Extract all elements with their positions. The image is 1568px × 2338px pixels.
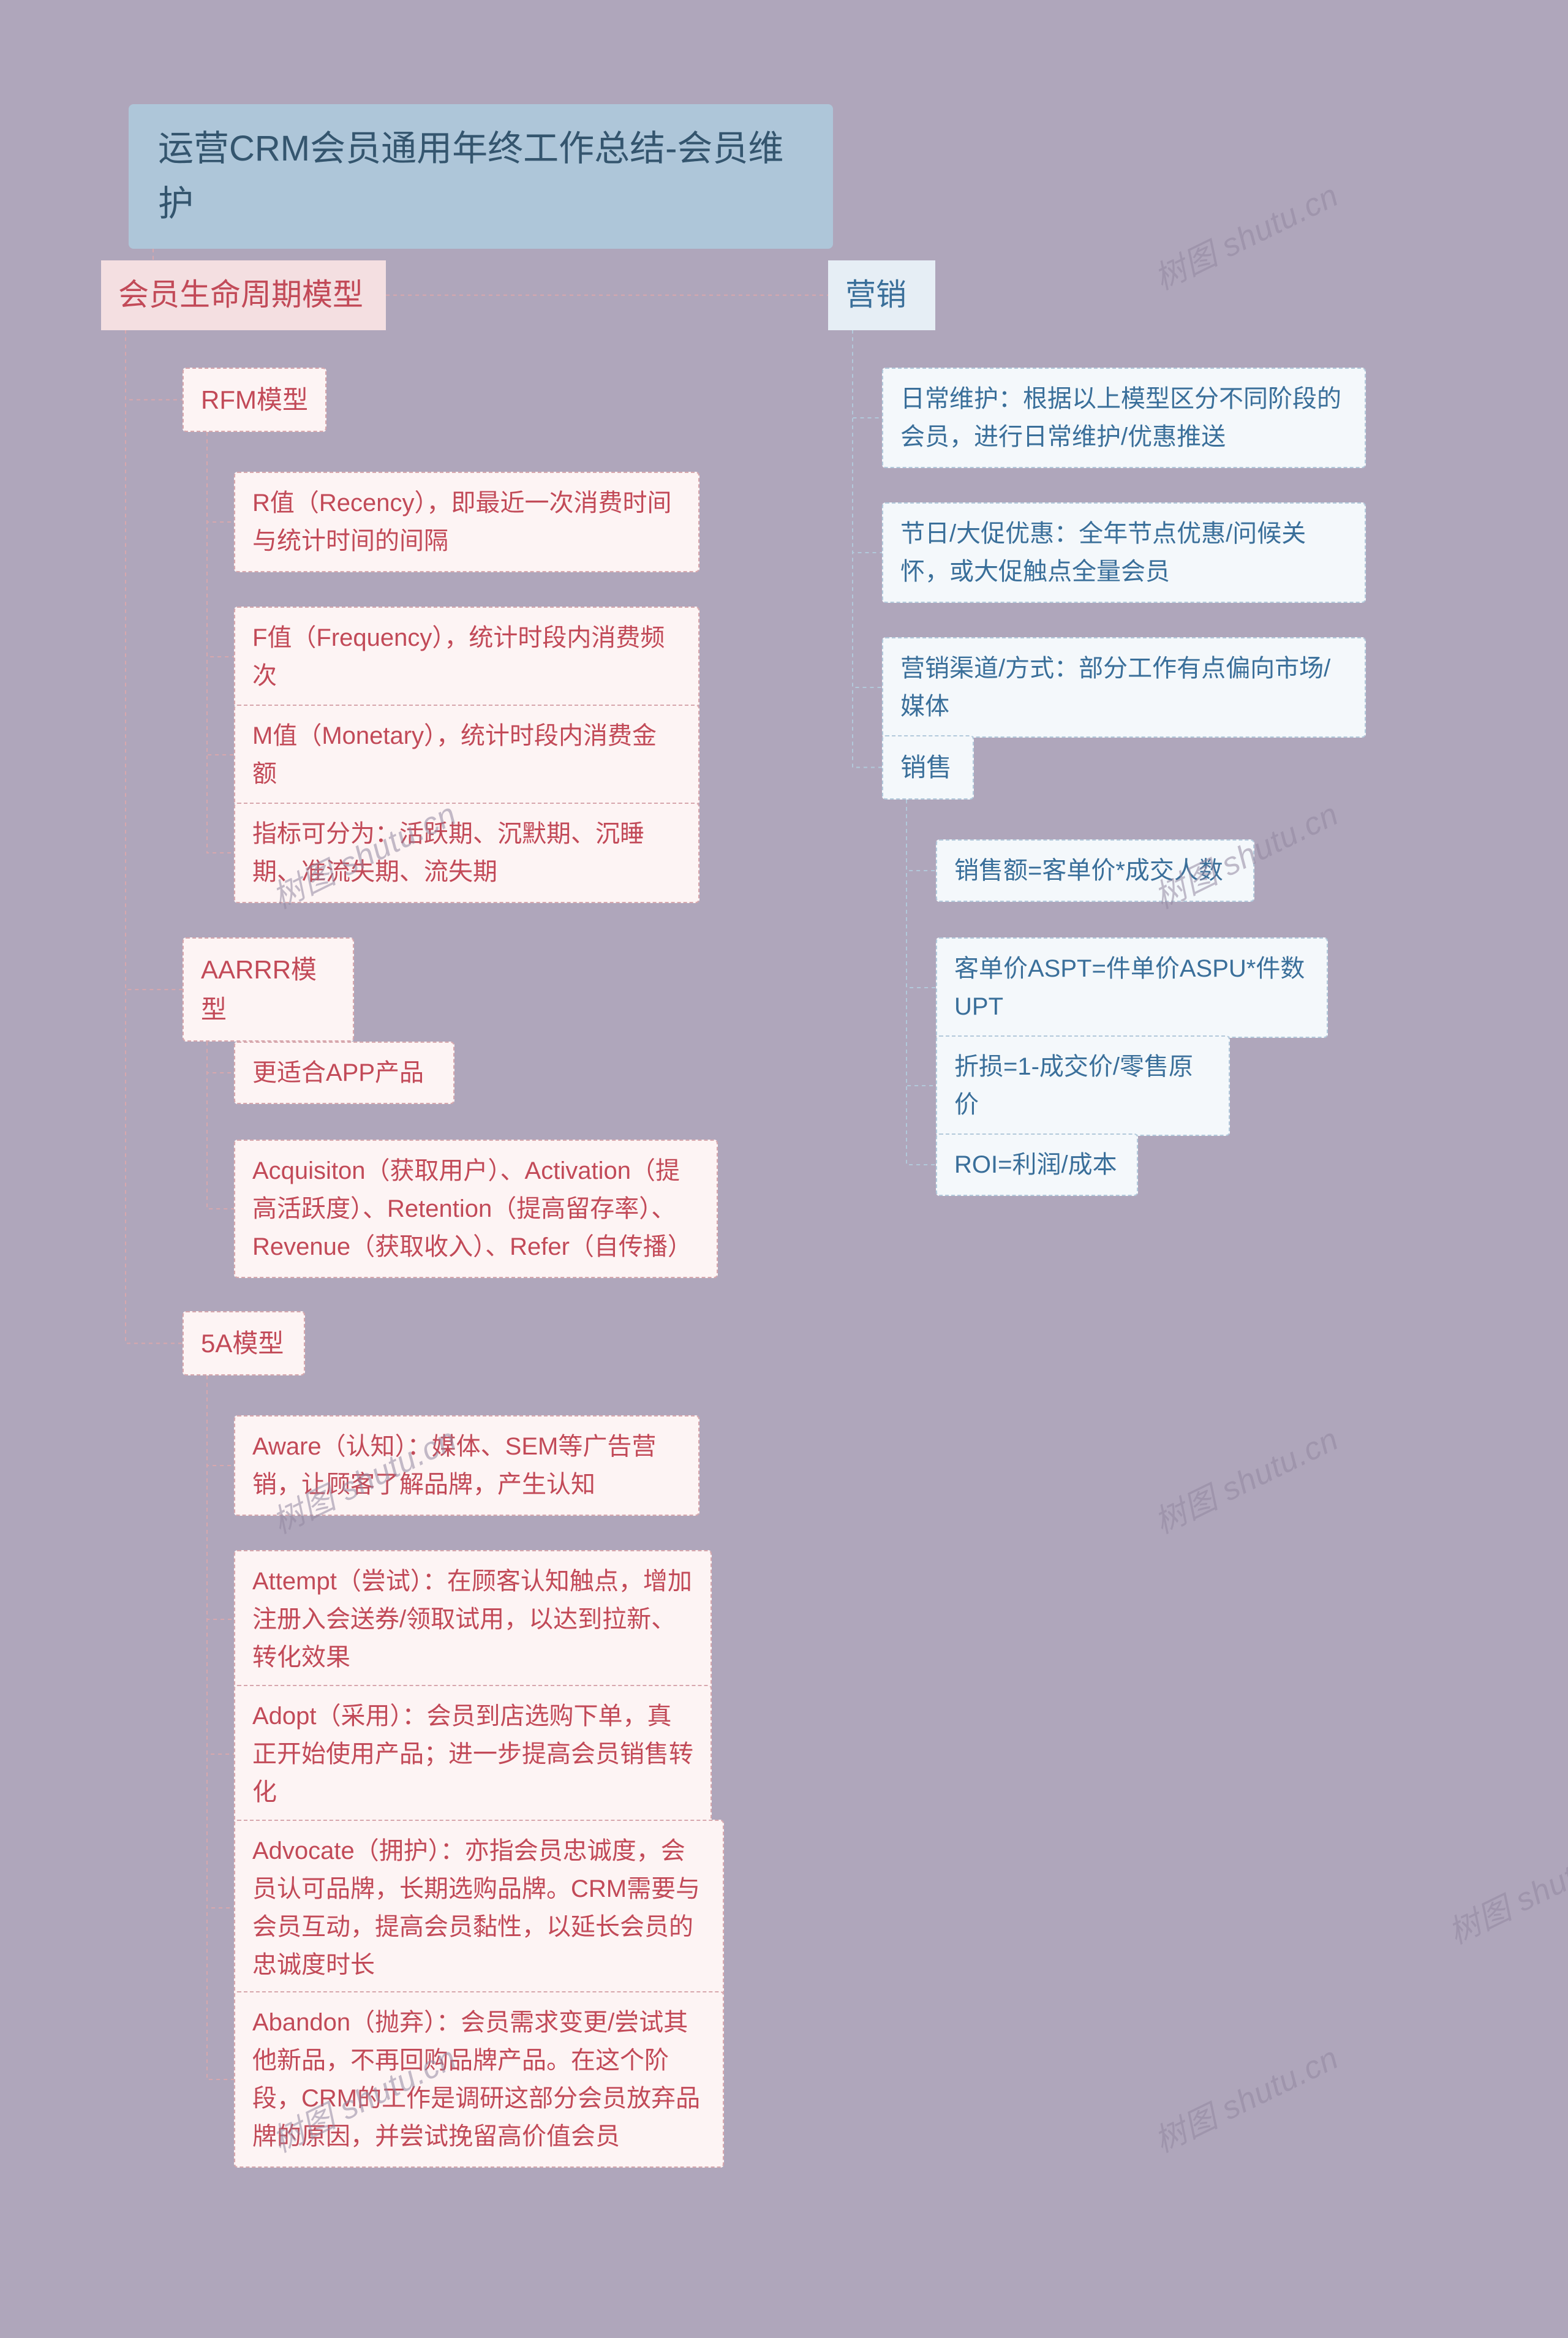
leaf-node[interactable]: 更适合APP产品 [234, 1042, 454, 1104]
root-node[interactable]: 运营CRM会员通用年终工作总结-会员维护 [129, 104, 833, 249]
branch-aarrr[interactable]: AARRR模型 [183, 937, 354, 1042]
watermark: 树图 shutu.cn [1145, 2032, 1345, 2161]
leaf-node[interactable]: 营销渠道/方式：部分工作有点偏向市场/媒体 [882, 637, 1366, 738]
leaf-node[interactable]: Adopt（采用）：会员到店选购下单，真正开始使用产品；进一步提高会员销售转化 [234, 1685, 712, 1823]
watermark: 树图 shutu.cn [1439, 1824, 1568, 1953]
leaf-node[interactable]: Attempt（尝试）：在顾客认知触点，增加注册入会送券/领取试用，以达到拉新、… [234, 1550, 712, 1689]
leaf-node[interactable]: 折损=1-成交价/零售原价 [936, 1035, 1230, 1136]
leaf-node[interactable]: R值（Recency），即最近一次消费时间与统计时间的间隔 [234, 472, 699, 572]
leaf-node[interactable]: 日常维护：根据以上模型区分不同阶段的会员，进行日常维护/优惠推送 [882, 368, 1366, 468]
leaf-node[interactable]: 指标可分为：活跃期、沉默期、沉睡期、准流失期、流失期 [234, 803, 699, 903]
branch-sales[interactable]: 销售 [882, 735, 974, 800]
category-right[interactable]: 营销 [828, 260, 935, 330]
category-left[interactable]: 会员生命周期模型 [101, 260, 386, 330]
leaf-node[interactable]: ROI=利润/成本 [936, 1133, 1138, 1196]
watermark: 树图 shutu.cn [1145, 1413, 1345, 1542]
leaf-node[interactable]: Acquisiton（获取用户）、Activation（提高活跃度）、Reten… [234, 1140, 718, 1278]
branch-5a[interactable]: 5A模型 [183, 1311, 305, 1375]
leaf-node[interactable]: Abandon（抛弃）：会员需求变更/尝试其他新品，不再回购品牌产品。在这个阶段… [234, 1991, 724, 2168]
leaf-node[interactable]: M值（Monetary），统计时段内消费金额 [234, 705, 699, 805]
branch-rfm[interactable]: RFM模型 [183, 368, 326, 432]
leaf-node[interactable]: Aware（认知）：媒体、SEM等广告营销，让顾客了解品牌，产生认知 [234, 1415, 699, 1516]
mindmap-canvas: 运营CRM会员通用年终工作总结-会员维护 会员生命周期模型 营销 RFM模型 R… [0, 0, 1568, 2338]
leaf-node[interactable]: F值（Frequency），统计时段内消费频次 [234, 607, 699, 707]
watermark: 树图 shutu.cn [1145, 170, 1345, 298]
leaf-node[interactable]: 节日/大促优惠：全年节点优惠/问候关怀，或大促触点全量会员 [882, 502, 1366, 603]
leaf-node[interactable]: 销售额=客单价*成交人数 [936, 839, 1254, 902]
leaf-node[interactable]: 客单价ASPT=件单价ASPU*件数UPT [936, 937, 1328, 1038]
leaf-node[interactable]: Advocate（拥护）：亦指会员忠诚度，会员认可品牌，长期选购品牌。CRM需要… [234, 1820, 724, 1996]
